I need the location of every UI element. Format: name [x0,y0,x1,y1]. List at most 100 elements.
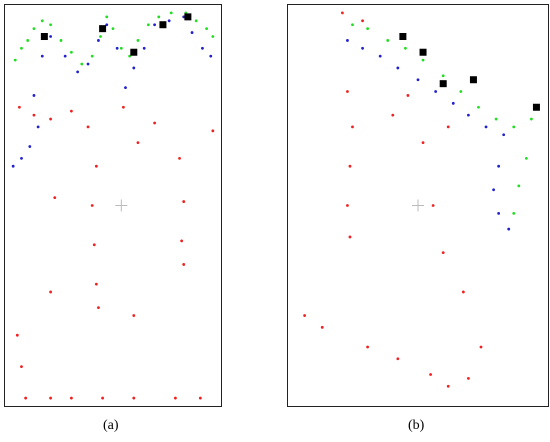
red-point [49,396,52,400]
green-point [441,74,445,78]
green-point [211,35,215,38]
blue-point [497,211,501,215]
red-point [396,357,400,361]
blue-point [49,35,52,38]
green-point [119,46,123,50]
red-point [49,117,52,121]
red-point [391,113,395,117]
red-point [94,164,98,168]
green-point [404,46,407,50]
blue-point [201,46,204,50]
red-point [136,141,140,145]
panel-b-caption: (b) [408,418,425,433]
red-point [320,325,324,329]
green-point [459,90,463,93]
red-point [32,113,36,117]
blue-point [396,66,400,70]
red-point [174,396,177,400]
green-point [194,19,198,23]
red-point [70,396,73,400]
blue-point [451,101,455,105]
red-point [346,204,349,207]
blue-point [346,39,349,42]
black-square-marker [99,25,107,33]
red-point [182,200,186,203]
blue-point [209,54,213,58]
red-point [341,11,344,15]
red-point [122,105,125,109]
green-point [512,125,516,129]
green-point [351,23,354,27]
blue-point [492,188,495,192]
blue-point [167,19,171,23]
black-square-marker [40,33,48,41]
blue-point [434,90,438,93]
green-point [524,156,528,160]
black-square-marker [130,48,138,56]
red-point [441,251,445,255]
green-point [32,27,36,31]
green-point [169,11,173,15]
green-point [90,54,94,58]
red-point [15,333,19,337]
blue-point [124,86,127,89]
panel-a-caption: (a) [103,418,119,433]
blue-point [416,78,420,82]
green-point [80,62,84,66]
red-point [348,164,352,168]
green-point [40,19,44,23]
blue-point [97,39,100,42]
black-square-marker [532,103,540,111]
red-point [351,125,354,129]
red-point [86,125,90,129]
green-point [26,39,30,42]
blue-point [63,54,67,58]
red-point [92,243,96,247]
green-point [70,50,73,54]
black-square-marker [159,21,167,29]
red-point [431,204,435,207]
green-point [146,23,150,27]
red-point [101,396,104,400]
red-point [467,377,470,380]
red-point [446,125,450,129]
red-point [421,141,425,145]
blue-point [86,62,90,66]
green-point [136,39,140,42]
blue-point [28,145,32,148]
scatter-panel-a [4,4,222,407]
scatter-panel-b [287,4,549,407]
red-point [361,19,364,23]
blue-point [76,70,80,74]
blue-point [132,66,136,70]
red-point [132,396,136,400]
green-point [494,117,498,121]
black-square-marker [469,76,477,84]
blue-point [467,113,470,117]
blue-point [36,125,40,129]
green-point [205,27,209,31]
blue-point [11,164,15,168]
red-point [406,94,410,97]
green-point [49,23,52,27]
green-point [157,15,161,19]
green-point [13,58,17,62]
green-point [517,184,521,188]
red-point [153,121,157,125]
scatter-plot-a [11,11,215,400]
green-point [111,27,115,31]
green-point [421,58,425,62]
red-point [53,196,57,200]
blue-point [40,54,44,58]
red-point [461,290,465,294]
red-point [446,384,450,388]
green-point [477,105,480,109]
green-point [512,211,516,215]
red-point [479,345,483,349]
red-point [18,105,21,109]
red-point [366,345,369,349]
red-point [49,290,52,294]
red-point [182,263,186,266]
red-point [180,239,184,243]
red-point [97,306,100,310]
